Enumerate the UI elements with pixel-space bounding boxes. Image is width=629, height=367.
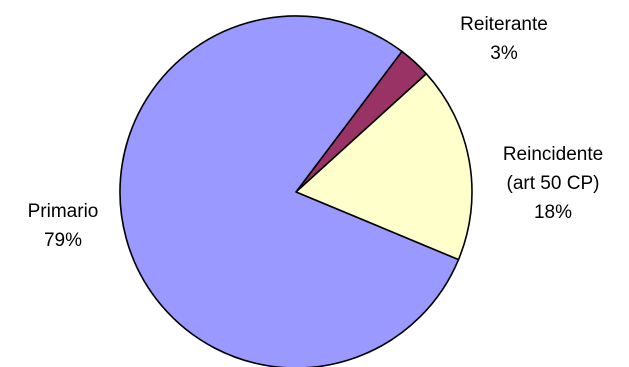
slice-name-label: Reiterante (460, 14, 548, 35)
slice-percent-label: 18% (534, 202, 572, 223)
slice-name-label: (art 50 CP) (507, 173, 600, 194)
slice-name-label: Reincidente (503, 144, 603, 165)
data-label-reiterante: Reiterante 3% (460, 14, 548, 64)
slice-name-label: Primario (28, 201, 99, 222)
pie-slices (119, 15, 473, 367)
data-label-reincidente-art-50-cp: Reincidente (art 50 CP) 18% (503, 144, 603, 223)
data-label-primario: Primario 79% (28, 201, 99, 251)
pie-slice-reincidente-art-50-cp (295, 72, 473, 261)
pie-slice-primario (119, 15, 460, 367)
pie-labels: Reiterante 3% Reincidente (art 50 CP) 18% Pri… (28, 14, 604, 251)
slice-percent-label: 3% (490, 43, 518, 64)
slice-percent-label: 79% (44, 230, 82, 251)
